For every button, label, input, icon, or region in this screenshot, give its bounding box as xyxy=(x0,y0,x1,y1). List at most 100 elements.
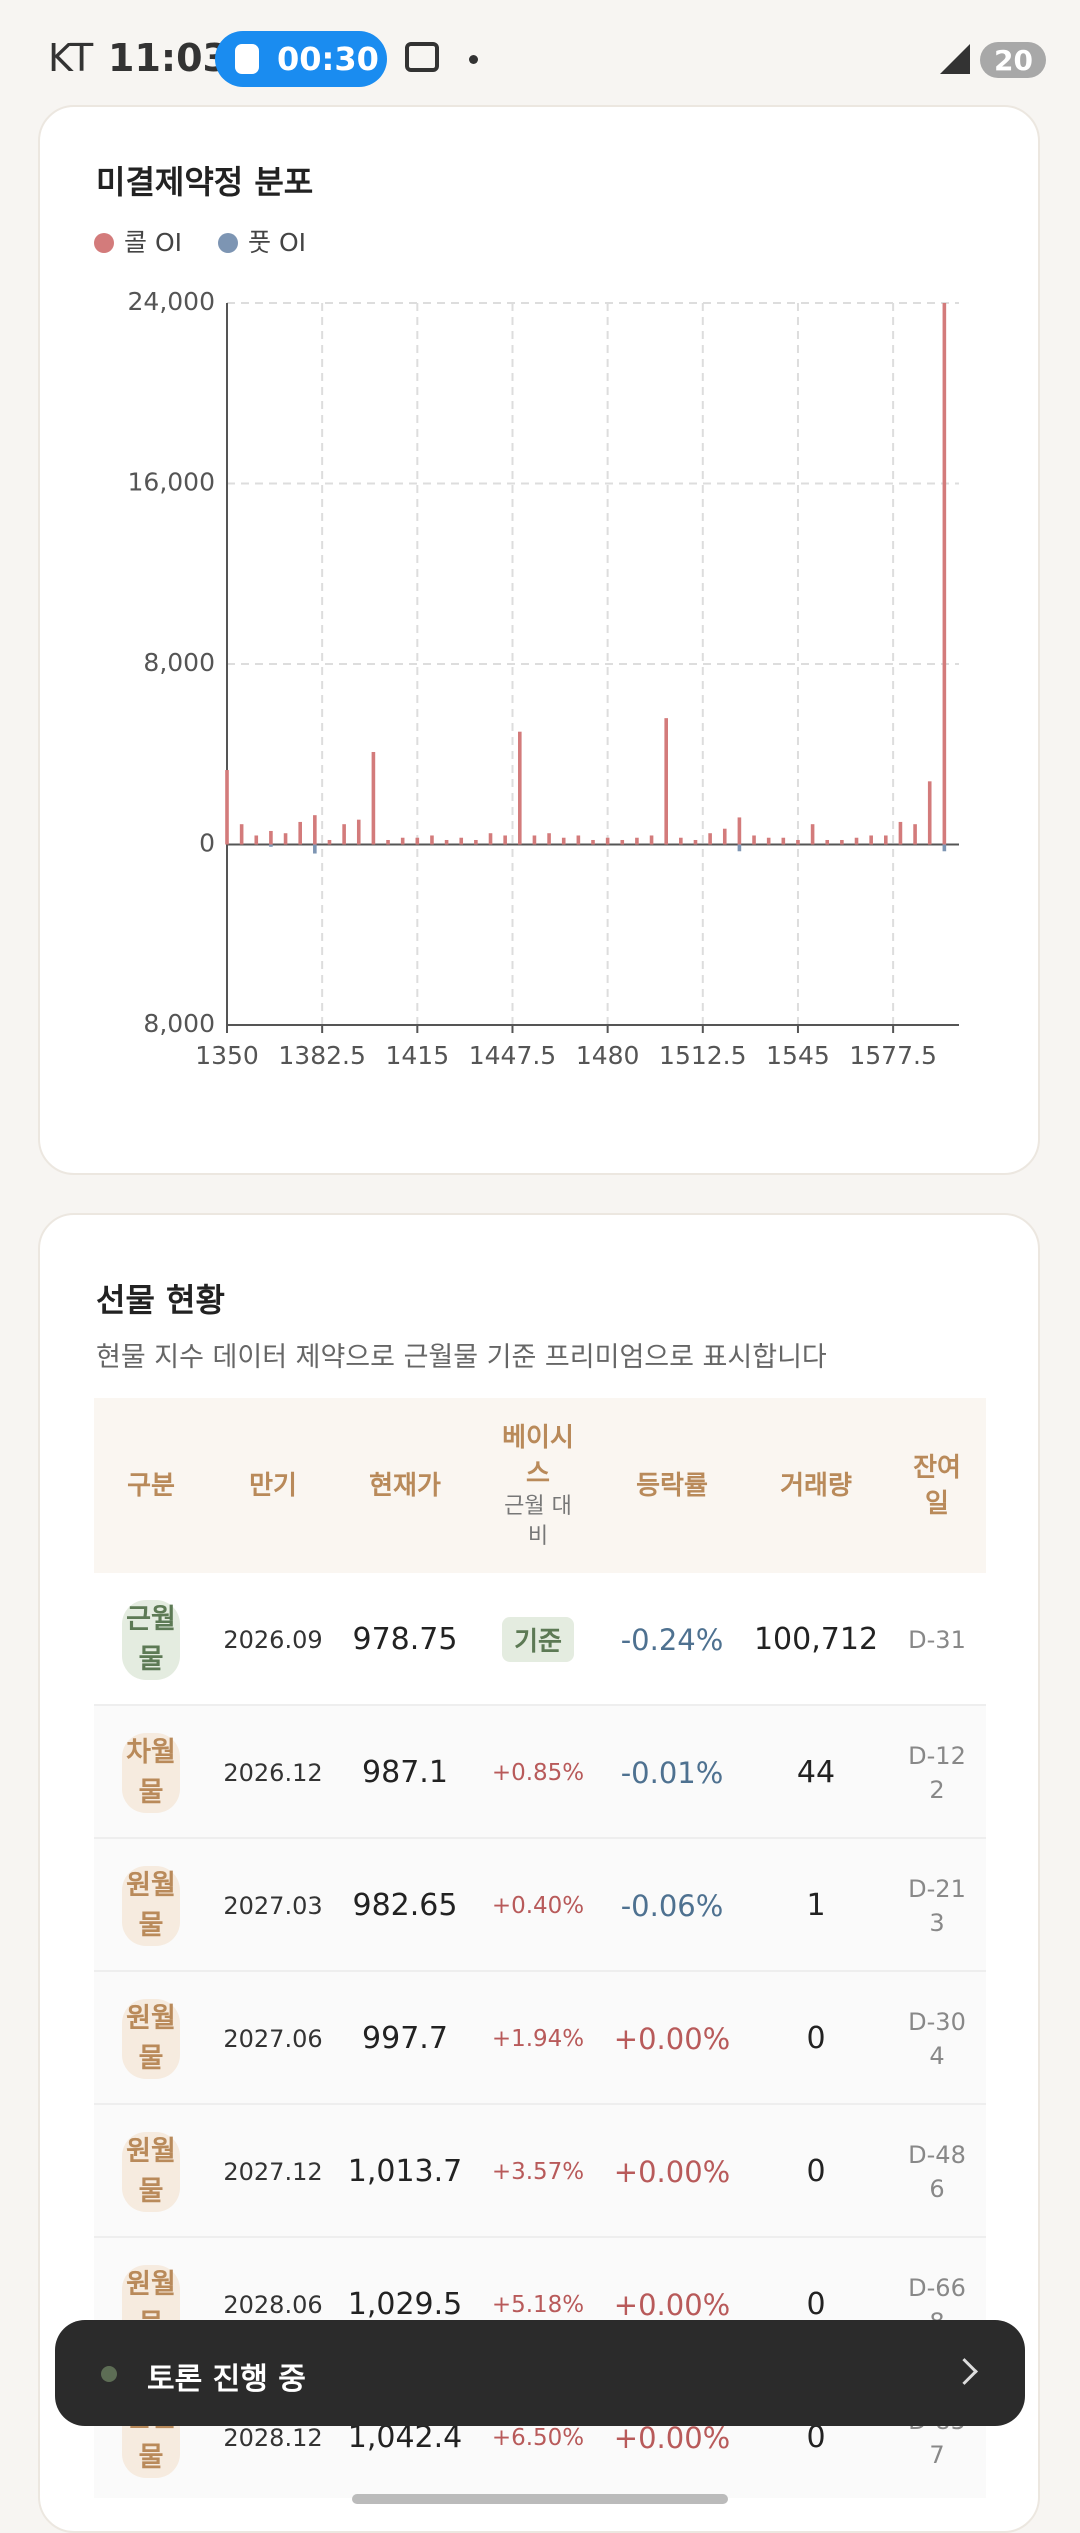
basis: +0.40% xyxy=(491,1892,585,1919)
bar xyxy=(488,833,493,845)
column-label: 거래량 xyxy=(780,1470,852,1501)
type-badge: 원월물 xyxy=(122,1998,180,2079)
table-cell: 2026.12 xyxy=(203,1706,343,1839)
dot xyxy=(469,55,478,64)
bar xyxy=(942,844,947,852)
change: +0.00% xyxy=(613,2420,731,2455)
change: +0.00% xyxy=(613,2021,731,2056)
volume: 0 xyxy=(806,2420,826,2455)
basis: +6.50% xyxy=(491,2424,585,2451)
bar xyxy=(327,839,332,845)
change: -0.01% xyxy=(620,1755,724,1790)
bar xyxy=(400,837,405,845)
table-cell: 0 xyxy=(746,2238,886,2371)
days-left: D-122 xyxy=(908,1741,966,1804)
bar xyxy=(576,835,581,845)
table-cell: 44 xyxy=(746,1706,886,1839)
bar xyxy=(474,839,478,845)
x-tick-label: 1382.5 xyxy=(278,1041,365,1070)
card-title: 선물 현황 xyxy=(96,1281,225,1319)
bar xyxy=(430,835,434,845)
timer-text: 00:30 xyxy=(277,40,379,78)
table-cell: D-31 xyxy=(867,1573,986,1706)
x-tick-label: 1512.5 xyxy=(659,1041,746,1070)
bar xyxy=(313,815,317,845)
price: 997.7 xyxy=(362,2021,448,2056)
table-cell: 기준 xyxy=(468,1573,608,1706)
table-row xyxy=(94,1972,986,2105)
change: +0.00% xyxy=(613,2154,731,2189)
bar xyxy=(737,817,742,845)
bar xyxy=(766,837,771,845)
table-cell: 2027.03 xyxy=(203,1839,343,1972)
legend-label: 콜 OI xyxy=(124,228,182,257)
price: 978.75 xyxy=(352,1622,458,1657)
bar xyxy=(679,837,683,845)
timer-pill[interactable]: 00:30 xyxy=(215,31,387,87)
bar xyxy=(649,835,654,845)
toast-label: 토론 진행 중 xyxy=(147,2362,306,2397)
days-left: D-213 xyxy=(908,1874,966,1937)
bar xyxy=(796,839,800,845)
table-cell: 997.7 xyxy=(335,1972,475,2105)
column-header: 잔여일 xyxy=(912,1398,962,1573)
table-cell: 2027.12 xyxy=(203,2105,343,2238)
table-cell: 0 xyxy=(746,1972,886,2105)
bar xyxy=(386,839,390,845)
table-cell: 원월물 xyxy=(94,1972,221,2105)
bar xyxy=(898,821,903,845)
basis: +5.18% xyxy=(491,2291,585,2318)
home-indicator xyxy=(352,2494,728,2504)
type-badge: 근월물 xyxy=(122,1599,180,1680)
battery-level: 20 xyxy=(994,44,1033,77)
column-header: 구분 xyxy=(94,1398,211,1573)
y-tick-label: 24,000 xyxy=(128,287,215,316)
bar xyxy=(664,718,668,845)
column-note: 근월 대비 xyxy=(504,1493,572,1549)
bar xyxy=(854,837,859,845)
bar xyxy=(532,835,537,845)
volume: 100,712 xyxy=(753,1622,879,1657)
toast[interactable]: 토론 진행 중 xyxy=(55,2320,1025,2426)
bar xyxy=(942,303,947,845)
table-cell: 근월물 xyxy=(94,1573,221,1706)
expiry: 2026.09 xyxy=(223,1625,323,1654)
bar xyxy=(269,844,273,847)
screenshot-icon xyxy=(405,42,439,72)
column-label: 등락률 xyxy=(636,1470,708,1501)
bar xyxy=(752,835,756,845)
bar xyxy=(927,781,932,845)
table-cell: -0.24% xyxy=(602,1573,742,1706)
table-row xyxy=(94,1839,986,1972)
price: 1,029.5 xyxy=(347,2287,463,2322)
table-cell: +3.57% xyxy=(468,2105,608,2238)
x-tick-label: 1480 xyxy=(576,1041,640,1070)
card-title: 미결제약정 분포 xyxy=(96,163,314,201)
bar xyxy=(313,844,317,854)
column-header: 등락률 xyxy=(612,1398,732,1573)
column-header: 현재가 xyxy=(345,1398,465,1573)
bar xyxy=(444,839,449,845)
table-cell: +5.18% xyxy=(468,2238,608,2371)
x-tick-label: 1577.5 xyxy=(849,1041,936,1070)
table-row xyxy=(94,2105,986,2238)
table-cell: 2028.12 xyxy=(203,2371,343,2498)
table-cell: +0.85% xyxy=(468,1706,608,1839)
volume: 1 xyxy=(806,1888,826,1923)
type-badge: 차월물 xyxy=(122,1732,180,1813)
days-left: D-31 xyxy=(908,1625,966,1654)
price: 987.1 xyxy=(362,1755,448,1790)
volume: 0 xyxy=(806,2154,826,2189)
y-tick-label: 0 xyxy=(199,829,215,858)
table-cell: 100,712 xyxy=(746,1573,886,1706)
x-tick-label: 1415 xyxy=(386,1041,450,1070)
table-row xyxy=(94,1706,986,1839)
bar xyxy=(254,835,259,845)
status-dot xyxy=(101,2366,117,2382)
futures-table: 구분 만기 현재가 베이시스 근월 대비 등락률 거래량 잔여일 근월물 2026.09 978.7… xyxy=(94,1398,986,2498)
bar xyxy=(342,824,346,845)
table-cell: D-213 xyxy=(867,1839,986,1972)
table-cell: +0.40% xyxy=(468,1839,608,1972)
status-bar: KT 11:03 00:30 20 xyxy=(0,0,1080,110)
